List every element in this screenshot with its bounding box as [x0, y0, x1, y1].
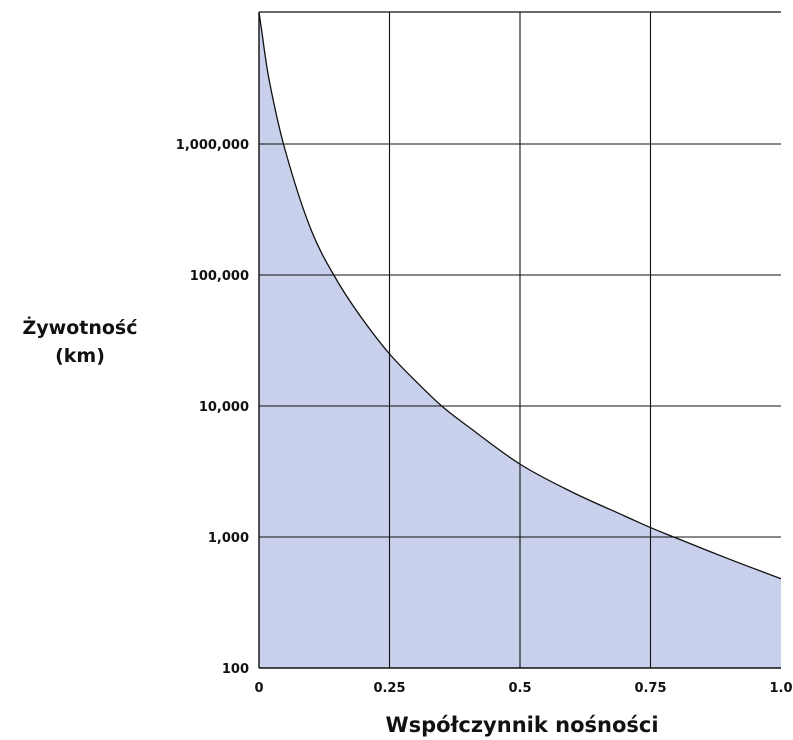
y-tick-label-2: 10,000 — [199, 400, 249, 415]
y-tick-label-1: 1,000 — [208, 531, 249, 546]
x-axis-title: Współczynnik nośności — [385, 713, 658, 737]
y-axis-title-line-2: (km) — [55, 345, 105, 367]
x-tick-label-3: 0.75 — [634, 681, 666, 696]
y-tick-label-0: 100 — [222, 662, 249, 677]
x-tick-label-2: 0.5 — [508, 681, 531, 696]
y-tick-label-4: 1,000,000 — [176, 138, 249, 153]
series-line — [258, 11, 782, 580]
axes-frame — [258, 11, 781, 669]
x-tick-label-4: 1.0 — [769, 681, 792, 696]
tick-labels: 0 0.25 0.5 0.75 1.0 100 1,000 10,000 100,000 1,00… — [176, 138, 793, 696]
y-tick-label-3: 100,000 — [190, 269, 249, 284]
x-tick-label-0: 0 — [254, 681, 263, 696]
x-tick-label-1: 0.25 — [373, 681, 405, 696]
y-axis-title-line-1: Żywotność — [22, 315, 137, 339]
grid — [259, 12, 781, 668]
